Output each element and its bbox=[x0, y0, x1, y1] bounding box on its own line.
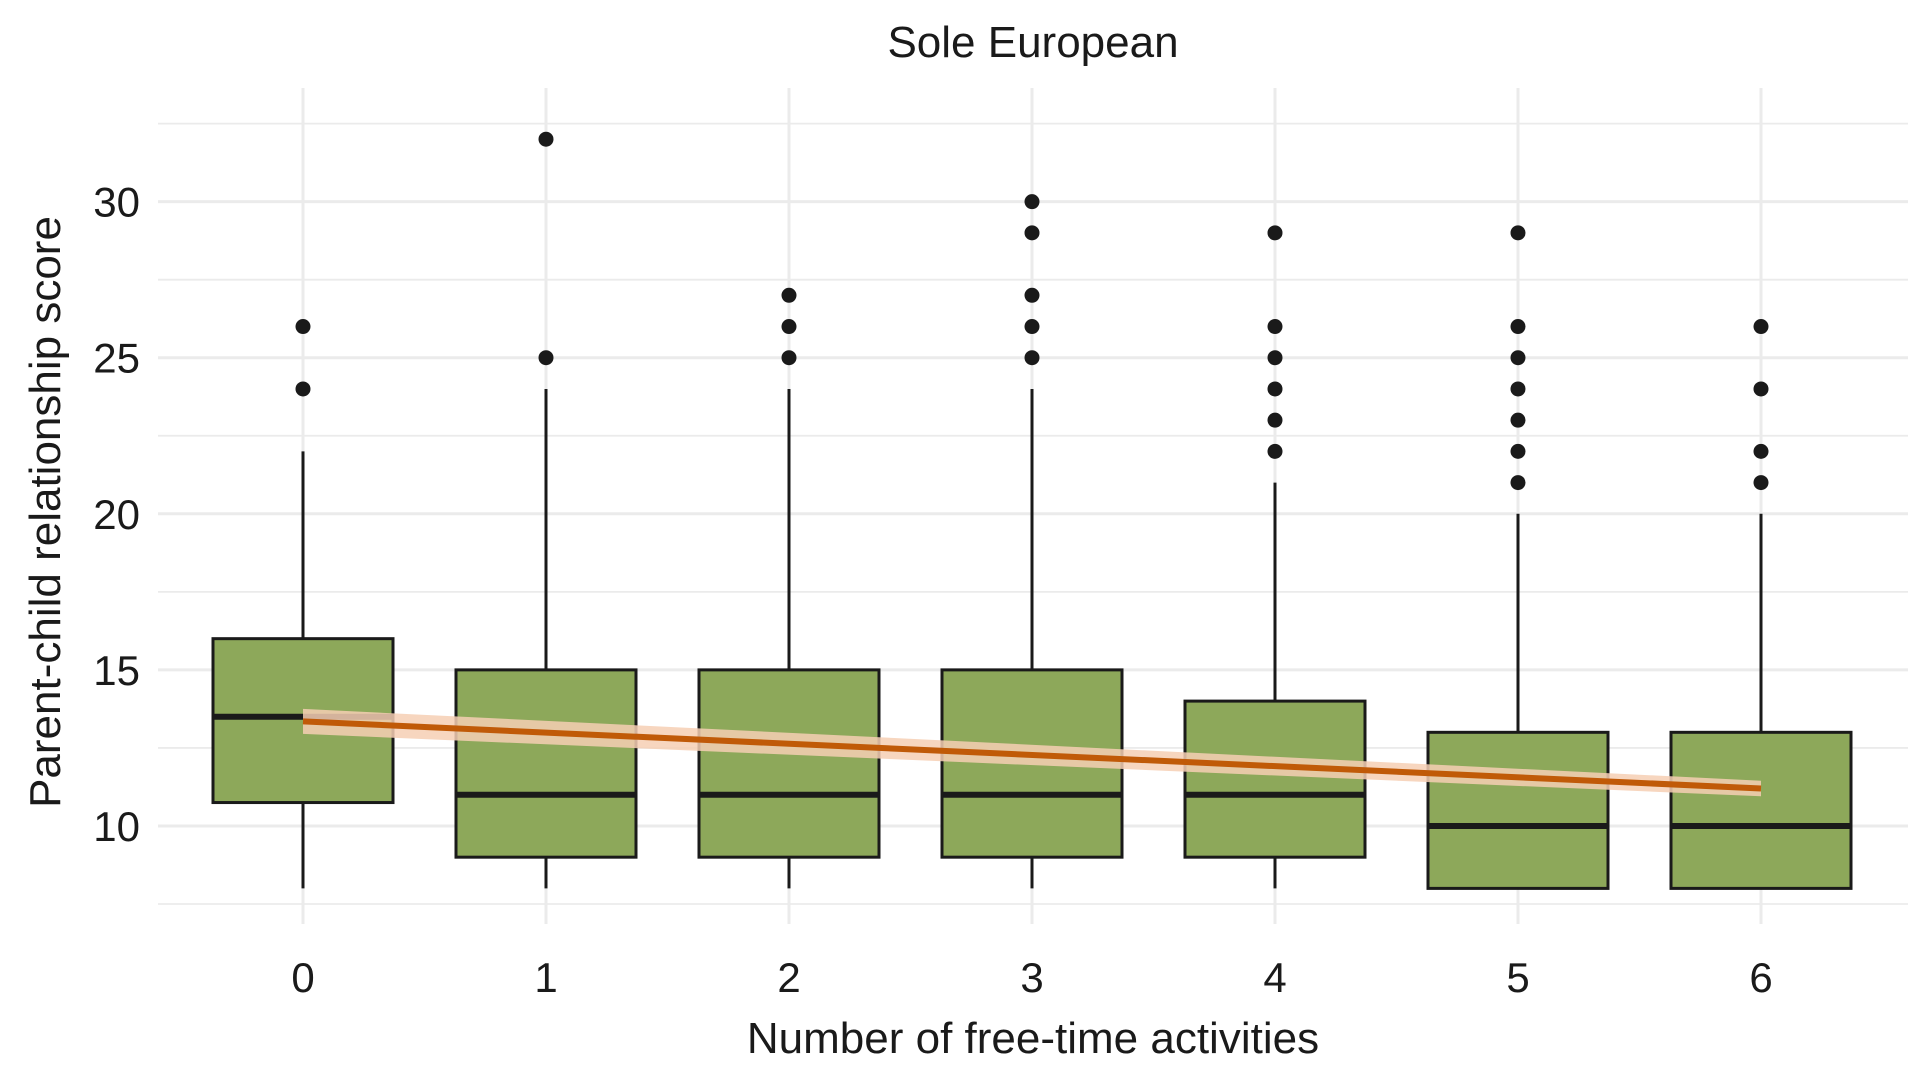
outlier-point bbox=[1510, 350, 1526, 366]
boxes bbox=[211, 388, 1853, 890]
outlier-point bbox=[1753, 381, 1769, 397]
x-tick-label: 3 bbox=[1020, 954, 1043, 1001]
box-body bbox=[1426, 730, 1610, 890]
outlier-point bbox=[295, 319, 311, 335]
box-6 bbox=[1669, 513, 1853, 890]
outlier-point bbox=[538, 131, 554, 147]
outlier-point bbox=[781, 350, 797, 366]
outlier-point bbox=[1024, 287, 1040, 303]
outlier-point bbox=[1510, 225, 1526, 241]
y-tick-label: 15 bbox=[93, 647, 140, 694]
box-1 bbox=[454, 388, 638, 889]
outliers bbox=[295, 131, 1769, 491]
outlier-point bbox=[1510, 443, 1526, 459]
outlier-point bbox=[1267, 319, 1283, 335]
outlier-point bbox=[1024, 350, 1040, 366]
trend-line-group bbox=[302, 708, 1762, 797]
x-tick-label: 4 bbox=[1263, 954, 1286, 1001]
x-tick-label: 0 bbox=[291, 954, 314, 1001]
y-axis-title: Parent-child relationship score bbox=[21, 216, 70, 808]
outlier-point bbox=[295, 381, 311, 397]
outlier-point bbox=[1510, 475, 1526, 491]
y-tick-label: 25 bbox=[93, 335, 140, 382]
outlier-point bbox=[1267, 225, 1283, 241]
outlier-point bbox=[781, 319, 797, 335]
outlier-point bbox=[1024, 194, 1040, 210]
x-tick-label: 1 bbox=[534, 954, 557, 1001]
outlier-point bbox=[538, 350, 554, 366]
outlier-point bbox=[1267, 350, 1283, 366]
x-axis-title: Number of free-time activities bbox=[747, 1014, 1319, 1063]
outlier-point bbox=[1267, 412, 1283, 428]
x-tick-label: 6 bbox=[1749, 954, 1772, 1001]
outlier-point bbox=[1510, 381, 1526, 397]
y-tick-label: 20 bbox=[93, 491, 140, 538]
box-body bbox=[454, 668, 638, 859]
outlier-point bbox=[1267, 443, 1283, 459]
outlier-point bbox=[1267, 381, 1283, 397]
y-tick-label: 10 bbox=[93, 803, 140, 850]
outlier-point bbox=[1753, 475, 1769, 491]
outlier-point bbox=[1510, 319, 1526, 335]
box-body bbox=[697, 668, 881, 859]
outlier-point bbox=[1753, 443, 1769, 459]
box-2 bbox=[697, 388, 881, 889]
x-tick-label: 2 bbox=[777, 954, 800, 1001]
outlier-point bbox=[1753, 319, 1769, 335]
box-4 bbox=[1183, 482, 1367, 889]
outlier-point bbox=[1024, 225, 1040, 241]
x-tick-labels: 0 1 2 3 4 5 6 bbox=[291, 954, 1772, 1001]
y-tick-labels: 10 15 20 25 30 bbox=[93, 179, 140, 850]
outlier-point bbox=[1510, 412, 1526, 428]
trend-line bbox=[302, 718, 1762, 792]
outlier-point bbox=[781, 287, 797, 303]
outlier-point bbox=[1024, 319, 1040, 335]
x-tick-label: 5 bbox=[1506, 954, 1529, 1001]
box-3 bbox=[940, 388, 1124, 889]
box-0 bbox=[211, 451, 395, 889]
chart-title: Sole European bbox=[887, 18, 1178, 67]
box-body bbox=[1183, 699, 1367, 859]
y-tick-label: 30 bbox=[93, 179, 140, 226]
box-body bbox=[1669, 730, 1853, 890]
box-5 bbox=[1426, 513, 1610, 890]
